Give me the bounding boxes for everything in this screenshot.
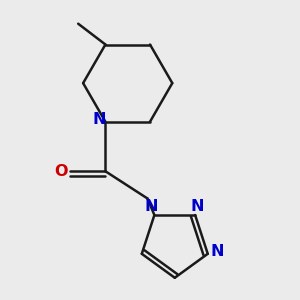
Text: N: N	[191, 199, 204, 214]
Text: N: N	[92, 112, 106, 127]
Text: O: O	[54, 164, 68, 179]
Text: N: N	[211, 244, 224, 259]
Text: N: N	[144, 199, 158, 214]
